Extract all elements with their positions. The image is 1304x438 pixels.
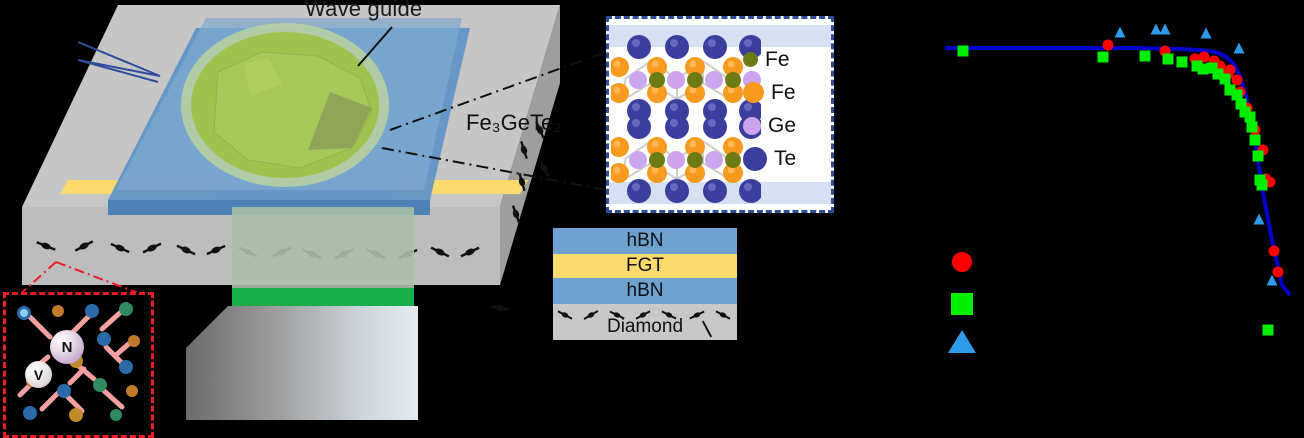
nv-center-inset: N V: [3, 292, 154, 438]
data-point-green-squares: [1162, 53, 1174, 65]
data-point-green-squares: [1262, 324, 1274, 336]
stack-layer-diamond: Diamond: [553, 304, 737, 340]
data-point-blue-triangles: [1253, 213, 1265, 225]
data-point-green-squares: [1246, 121, 1258, 133]
optical-v-marker: [77, 41, 161, 83]
nv-spin-arrows-right: [490, 121, 550, 312]
detection-column: [232, 207, 414, 290]
legend-label: Fe: [771, 81, 796, 104]
stack-layer-hbn-top: hBN: [553, 228, 737, 254]
data-point-green-squares: [1231, 89, 1243, 101]
data-point-green-squares: [1176, 56, 1188, 68]
hbn-band-top: [609, 25, 831, 47]
fit-curve: [945, 46, 1292, 297]
legend-label: Ge: [768, 114, 797, 137]
data-point-green-squares: [1097, 51, 1109, 63]
lattice-atoms-fe-olive: [649, 72, 741, 168]
data-point-green-squares: [1191, 60, 1203, 72]
data-point-green-squares: [957, 45, 969, 57]
waveguide-label: Wave guide: [305, 0, 423, 21]
data-markers: [957, 23, 1284, 336]
legend-row-fe-olive: Fe: [743, 43, 827, 76]
ge-icon: [743, 116, 761, 135]
data-point-green-squares: [1224, 84, 1236, 96]
green-laser-band: [232, 288, 414, 306]
legend-label: Te: [774, 147, 797, 170]
te-icon: [743, 146, 767, 171]
legend-row-fe-orange: Fe: [743, 76, 827, 109]
material-label: Fe₃GeTe₂: [466, 110, 562, 135]
data-point-blue-triangles: [1159, 23, 1171, 35]
stack-layer-hbn-bottom: hBN: [553, 278, 737, 304]
data-point-green-squares: [1249, 134, 1261, 146]
plot-svg: [945, 23, 1292, 353]
nv-callout-right: [55, 261, 147, 297]
waveguide-leader: [357, 26, 393, 67]
data-point-red-circles: [1268, 245, 1280, 257]
fe-olive-icon: [743, 52, 758, 67]
legend-marker-triangle: [948, 330, 976, 353]
nv-callout-left: [17, 261, 57, 297]
legend-marker-square: [951, 293, 973, 315]
data-point-green-squares: [1252, 150, 1264, 162]
fgt-lattice-svg: [611, 35, 761, 203]
data-point-green-squares: [1212, 68, 1224, 80]
data-point-blue-triangles: [1200, 27, 1212, 39]
magnetization-plot: [900, 0, 1304, 438]
legend-row-ge: Ge: [743, 109, 827, 142]
nv-lattice-svg: [17, 302, 140, 422]
crystal-leader-bottom: [381, 147, 607, 191]
legend-marker-circle: [952, 252, 972, 272]
data-point-blue-triangles: [1114, 26, 1126, 38]
vacancy-site: V: [25, 361, 52, 388]
data-point-green-squares: [1256, 179, 1268, 191]
lattice-atoms-fe-orange: [611, 57, 743, 183]
data-point-blue-triangles: [1150, 23, 1162, 35]
data-point-green-squares: [1219, 73, 1231, 85]
data-point-green-squares: [1244, 111, 1256, 123]
legend-row-te: Te: [743, 142, 827, 175]
data-point-green-squares: [1206, 62, 1218, 74]
data-point-red-circles: [1224, 64, 1236, 76]
fgt-flake-shade: [308, 92, 372, 150]
data-point-red-circles: [1272, 266, 1284, 278]
data-point-green-squares: [1235, 98, 1247, 110]
fgt-flake-terrace: [244, 58, 282, 96]
data-point-red-circles: [1198, 51, 1210, 63]
data-point-red-circles: [1102, 39, 1114, 51]
data-point-blue-triangles: [1233, 42, 1245, 54]
data-point-green-squares: [1139, 50, 1151, 62]
stack-layer-fgt: FGT: [553, 254, 737, 278]
data-point-red-circles: [1231, 74, 1243, 86]
legend-label: Fe: [765, 48, 790, 71]
stack-nv-arrows: [557, 310, 731, 320]
crystal-leader-top: [389, 51, 607, 131]
device-schematic: Wave guide Fe₃GeTe₂: [0, 0, 620, 438]
objective-lens: [186, 306, 418, 420]
schematic-svg: [17, 5, 607, 420]
lattice-atoms-te: [627, 35, 761, 203]
stack-nv-arrow-corner: [701, 320, 713, 338]
crystal-legend: Fe Fe Ge Te: [743, 43, 827, 175]
nitrogen-atom: N: [50, 330, 84, 364]
fe-orange-icon: [743, 82, 764, 103]
plot-legend: [948, 252, 976, 353]
heterostructure-stack-inset: hBN FGT hBN Diamond: [553, 228, 737, 340]
data-point-green-squares: [1197, 63, 1209, 75]
crystal-structure-inset: Fe Fe Ge Te: [606, 16, 834, 213]
data-point-blue-triangles: [1266, 274, 1278, 286]
